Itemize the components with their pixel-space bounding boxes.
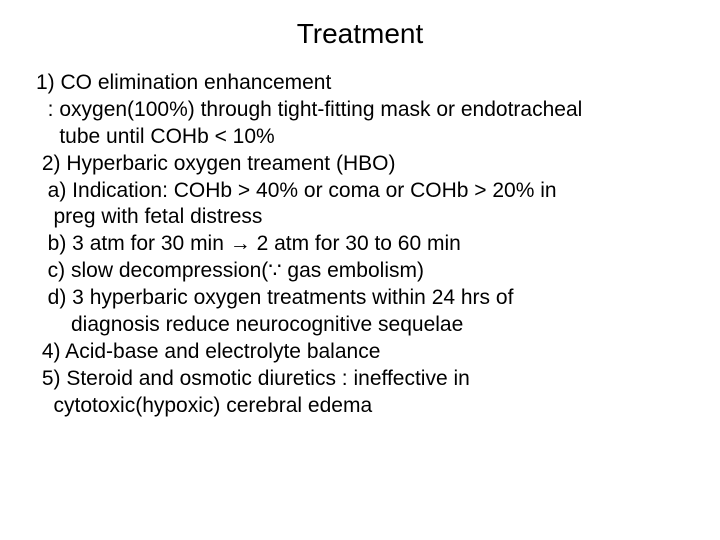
- body-line: tube until COHb < 10%: [36, 124, 690, 151]
- slide-body: 1) CO elimination enhancement : oxygen(1…: [0, 70, 720, 419]
- slide-title: Treatment: [0, 0, 720, 70]
- body-line: preg with fetal distress: [36, 204, 690, 231]
- body-line: d) 3 hyperbaric oxygen treatments within…: [36, 285, 690, 312]
- body-line: 1) CO elimination enhancement: [36, 70, 690, 97]
- body-line: : oxygen(100%) through tight-fitting mas…: [36, 97, 690, 124]
- body-line: c) slow decompression(∵ gas embolism): [36, 258, 690, 285]
- body-line: a) Indication: COHb > 40% or coma or COH…: [36, 178, 690, 205]
- body-line: cytotoxic(hypoxic) cerebral edema: [36, 393, 690, 420]
- body-line: diagnosis reduce neurocognitive sequelae: [36, 312, 690, 339]
- body-line: 4) Acid-base and electrolyte balance: [36, 339, 690, 366]
- slide-container: Treatment 1) CO elimination enhancement …: [0, 0, 720, 540]
- body-line: b) 3 atm for 30 min → 2 atm for 30 to 60…: [36, 231, 690, 258]
- body-line: 2) Hyperbaric oxygen treament (HBO): [36, 151, 690, 178]
- body-line: 5) Steroid and osmotic diuretics : ineff…: [36, 366, 690, 393]
